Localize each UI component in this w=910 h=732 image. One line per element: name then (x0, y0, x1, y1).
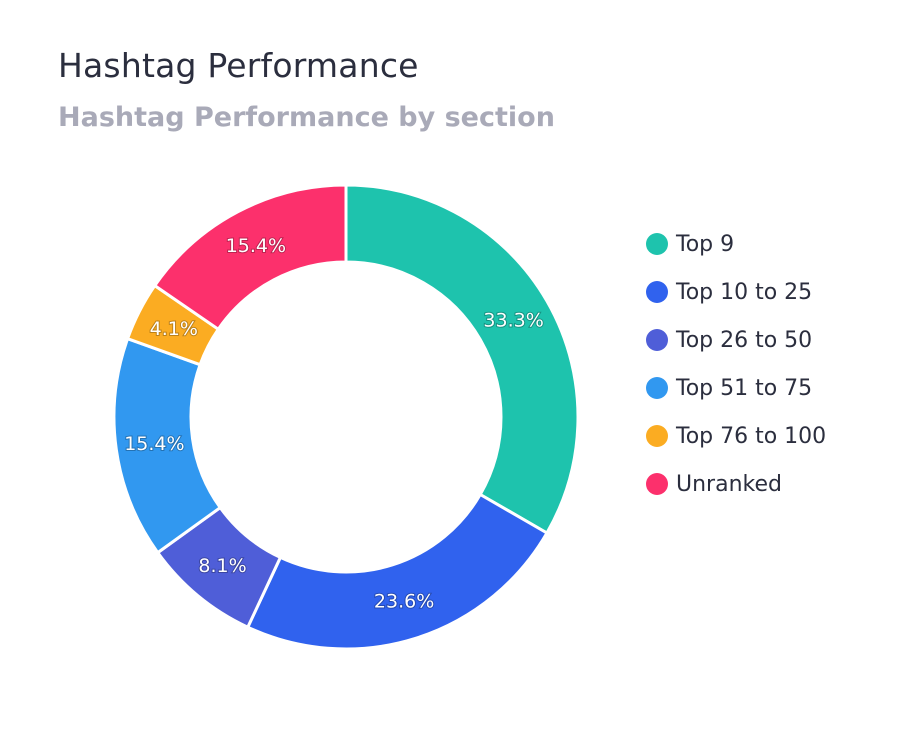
slice-value-label-5: 15.4% (226, 235, 286, 257)
legend-label: Top 9 (676, 231, 735, 257)
legend-marker-icon (646, 329, 668, 351)
donut-slice-1[interactable] (245, 492, 549, 651)
legend-item-3[interactable]: Top 51 to 75 (646, 364, 826, 412)
legend-label: Unranked (676, 471, 782, 497)
legend-label: Top 51 to 75 (676, 375, 813, 401)
chart-title: Hashtag Performance (58, 46, 419, 85)
legend-marker-icon (646, 233, 668, 255)
chart-subtitle: Hashtag Performance by section (58, 102, 555, 133)
donut-slice-5[interactable] (152, 183, 348, 332)
legend-label: Top 10 to 25 (676, 279, 813, 305)
legend-marker-icon (646, 425, 668, 447)
donut-slice-0[interactable] (344, 183, 580, 536)
chart-legend: Top 9 Top 10 to 25 Top 26 to 50 Top 51 to 7… (646, 220, 826, 508)
legend-label: Top 76 to 100 (676, 423, 827, 449)
legend-label: Top 26 to 50 (676, 327, 813, 353)
legend-marker-icon (646, 473, 668, 495)
slice-value-label-3: 15.4% (124, 433, 184, 455)
slice-value-label-4: 4.1% (150, 318, 198, 340)
legend-item-2[interactable]: Top 26 to 50 (646, 316, 826, 364)
slice-value-label-2: 8.1% (198, 555, 246, 577)
legend-item-4[interactable]: Top 76 to 100 (646, 412, 826, 460)
slice-value-label-0: 33.3% (483, 309, 543, 331)
legend-item-0[interactable]: Top 9 (646, 220, 826, 268)
legend-item-5[interactable]: Unranked (646, 460, 826, 508)
slice-value-label-1: 23.6% (374, 591, 434, 613)
legend-marker-icon (646, 281, 668, 303)
legend-marker-icon (646, 377, 668, 399)
legend-item-1[interactable]: Top 10 to 25 (646, 268, 826, 316)
